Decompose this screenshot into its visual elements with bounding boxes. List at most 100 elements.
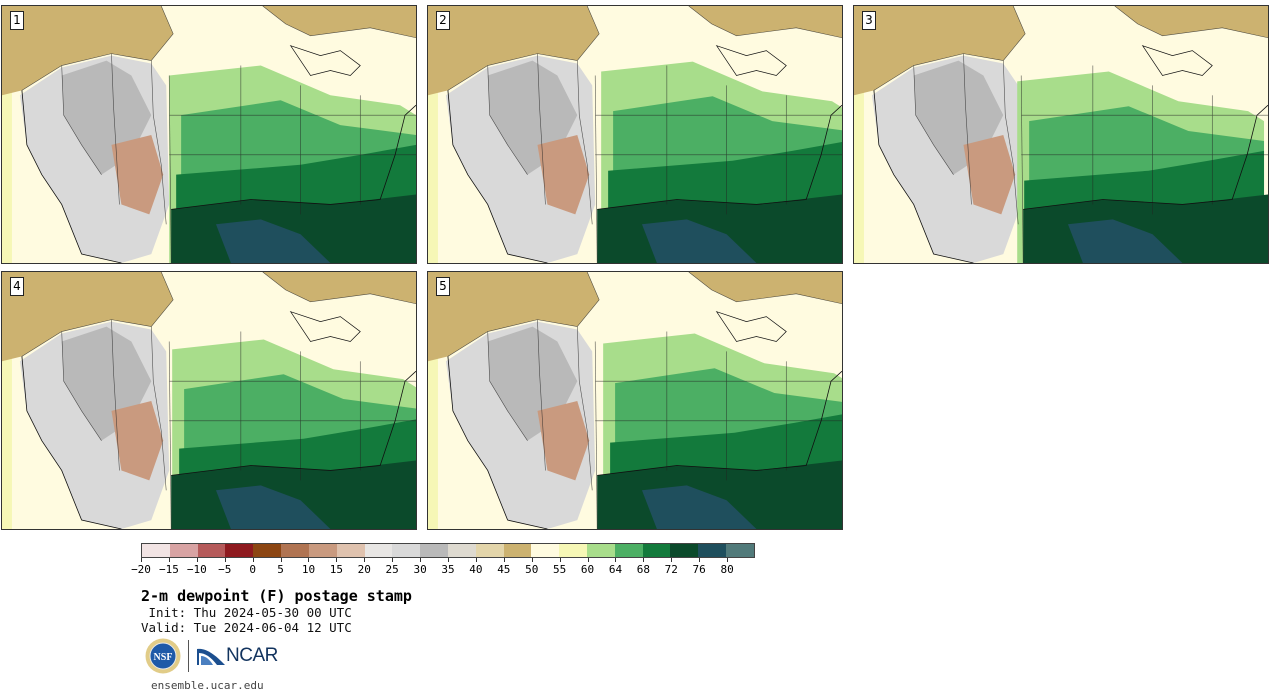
colorbar-tick-label: 35: [441, 563, 455, 576]
colorbar-tick-label: 55: [553, 563, 567, 576]
colorbar-tick-label: 50: [525, 563, 539, 576]
member-panel-1: 1: [1, 5, 417, 264]
boundary-line: [111, 53, 120, 205]
southwest-brown: [111, 134, 164, 215]
gulf-east-coastline: [597, 104, 842, 210]
southwest-brown: [963, 134, 1016, 215]
colorbar-bin: [392, 544, 421, 557]
colorbar-bin: [253, 544, 282, 557]
colorbar-tick: [615, 558, 617, 562]
southwest-brown: [111, 400, 164, 481]
southwest-brown: [537, 134, 590, 215]
great-lakes: [1141, 45, 1213, 76]
colorbar-tick: [643, 558, 645, 562]
boundary-line: [537, 53, 546, 205]
boundary-line: [576, 326, 593, 491]
colorbar-tick: [308, 558, 310, 562]
west-coastline: [21, 356, 122, 529]
boundary-line: [1114, 6, 1268, 39]
dewpoint-map-5: [428, 272, 842, 529]
boundary-line: [594, 341, 598, 529]
colorbar-bin: [142, 544, 170, 557]
member-panel-5: 5: [427, 271, 843, 530]
colorbar-tick: [475, 558, 477, 562]
gulf-east-coastline: [597, 370, 842, 476]
member-panel-4: 4: [1, 271, 417, 530]
gulf-of-mexico: [641, 219, 757, 263]
colorbar-tick-label: 10: [301, 563, 316, 576]
dewpoint-map-3: [854, 6, 1268, 263]
colorbar-tick: [699, 558, 701, 562]
colorbar-tick-label: 30: [413, 563, 427, 576]
member-label-5: 5: [436, 277, 450, 296]
boundary-line: [688, 6, 842, 39]
gulf-of-mexico: [641, 485, 757, 529]
canada-east: [688, 272, 842, 304]
state-boundaries: [21, 6, 416, 263]
colorbar-bin: [197, 544, 226, 557]
colorbar-tick-label: 72: [664, 563, 678, 576]
colorbar-bin: [364, 544, 393, 557]
boundary-line: [913, 65, 954, 175]
boundary-line: [150, 326, 167, 491]
colorbar-tick-label: 60: [580, 563, 595, 576]
site-url: ensemble.ucar.edu: [151, 679, 264, 692]
boundary-line: [150, 60, 167, 225]
colorbar-tick: [364, 558, 366, 562]
colorbar-tick: [336, 558, 338, 562]
state-boundaries: [447, 272, 842, 529]
colorbar-tick: [503, 558, 505, 562]
member-label-4: 4: [10, 277, 24, 296]
boundary-line: [262, 272, 416, 305]
state-boundaries: [21, 272, 416, 529]
colorbar-tick-label: 5: [277, 563, 284, 576]
canada-region: [428, 272, 600, 362]
gulf-east-coastline: [171, 370, 416, 476]
colorbar-bin: [447, 544, 476, 557]
boundary-line: [963, 53, 972, 205]
colorbar-tick-label: 40: [469, 563, 483, 576]
member-label-1: 1: [10, 11, 24, 30]
canada-east: [262, 6, 416, 38]
colorbar-bin: [308, 544, 337, 557]
boundary-line: [61, 65, 102, 175]
nsf-logo-text: NSF: [154, 652, 173, 663]
valid-time: Valid: Tue 2024-06-04 12 UTC: [141, 620, 352, 635]
colorbar-bin: [225, 544, 254, 557]
colorbar-tick: [252, 558, 254, 562]
colorbar-bin: [420, 544, 448, 557]
great-lakes: [715, 45, 787, 76]
canada-east: [688, 6, 842, 38]
west-coastline: [447, 90, 548, 263]
colorbar-tick: [559, 558, 561, 562]
colorbar-tick-label: 0: [249, 563, 256, 576]
canada-region: [2, 6, 174, 96]
state-boundaries: [873, 6, 1268, 263]
great-lakes: [289, 311, 361, 342]
colorbar-tick: [168, 558, 170, 562]
boundary-line: [61, 331, 102, 441]
boundary-line: [447, 6, 600, 91]
init-time: Init: Thu 2024-05-30 00 UTC: [141, 605, 352, 620]
colorbar-bin: [336, 544, 365, 557]
colorbar-bin: [642, 544, 671, 557]
boundary-line: [594, 75, 598, 263]
colorbar-tick: [671, 558, 673, 562]
colorbar-tick-label: 68: [636, 563, 650, 576]
boundary-line: [262, 6, 416, 39]
ncar-swoosh-icon: [197, 648, 225, 665]
page-title: 2-m dewpoint (F) postage stamp: [141, 587, 412, 605]
logo-divider: [188, 640, 189, 672]
colorbar-bin: [614, 544, 643, 557]
colorbar-tick: [280, 558, 282, 562]
boundary-line: [1002, 60, 1019, 225]
colorbar-tick-label: 20: [357, 563, 371, 576]
colorbar-bin: [698, 544, 727, 557]
colorbar-bin: [281, 544, 309, 557]
gulf-east-coastline: [171, 104, 416, 210]
colorbar-tick: [224, 558, 226, 562]
gulf-of-mexico: [1067, 219, 1183, 263]
dewpoint-map-4: [2, 272, 416, 529]
member-panel-3: 3: [853, 5, 1269, 264]
colorbar-tick: [392, 558, 394, 562]
